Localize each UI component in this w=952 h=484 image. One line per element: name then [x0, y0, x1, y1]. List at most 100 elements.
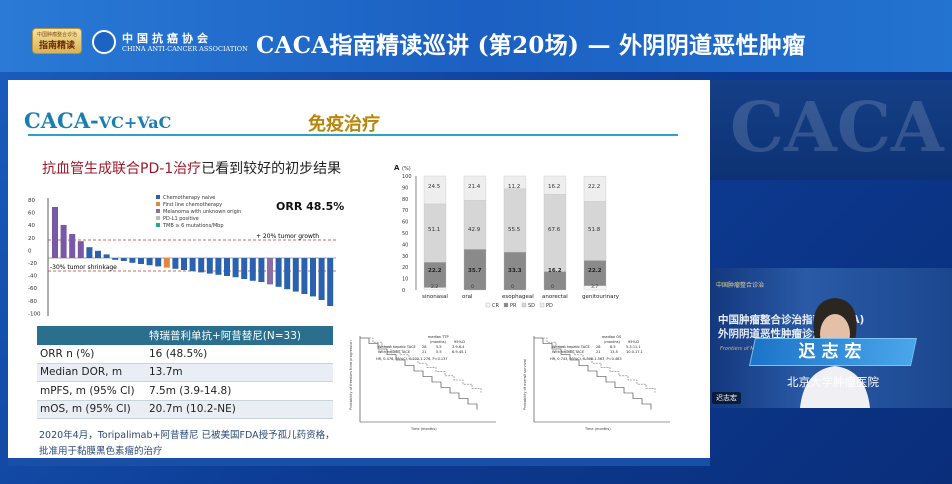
- waterfall-bar: [112, 258, 119, 260]
- waterfall-tick: -100: [28, 311, 41, 317]
- stack-segment: [423, 175, 447, 205]
- growth-line-label: + 20% tumor growth: [256, 233, 319, 240]
- category-label: anorectal: [542, 294, 568, 300]
- table-row: mOS, m (95% CI) 20.7m (10.2-NE): [37, 400, 333, 419]
- row-key: mOS, m (95% CI): [40, 403, 131, 416]
- label-sd: 67.6: [548, 227, 561, 233]
- km-cell: 13.5: [610, 350, 618, 354]
- y-tick: 60: [402, 220, 408, 226]
- km-cell: Without hepatic TACE: [378, 345, 416, 349]
- legend-label: SD: [528, 303, 535, 309]
- guide-badge: 中国肿瘤整合诊治 指南精读: [32, 28, 82, 54]
- chart-label: A: [394, 164, 400, 172]
- km-cell: 28: [596, 345, 600, 349]
- waterfall-bar: [198, 258, 205, 273]
- km-header: 95%CI: [628, 340, 639, 344]
- legend-swatch: [503, 302, 509, 308]
- waterfall-bar: [232, 258, 239, 278]
- waterfall-tick: 40: [28, 223, 35, 229]
- label-pd: 24.5: [428, 184, 441, 190]
- waterfall-tick: -40: [28, 274, 37, 280]
- legend-swatch: [485, 302, 491, 308]
- km-header: (months): [430, 340, 447, 344]
- label-pr: 22.2: [428, 268, 442, 274]
- page-title: CACA指南精读巡讲 (第20场) — 外阴阴道恶性肿瘤: [256, 32, 806, 59]
- waterfall-bar: [301, 258, 308, 294]
- waterfall-bar: [215, 258, 222, 275]
- category-label: sinonasal: [422, 294, 448, 300]
- stack-segment: [463, 175, 487, 201]
- table-header: 特瑞普利单抗+阿昔替尼(N=33): [37, 326, 333, 345]
- category-label: esophageal: [502, 294, 534, 300]
- label-cr: 0: [471, 284, 474, 290]
- km-ylabel: Probability of overall survival: [523, 359, 527, 410]
- y-tick: 40: [402, 242, 408, 248]
- org-name-cn: 中国抗癌协会: [122, 32, 212, 45]
- waterfall-bar: [224, 258, 230, 276]
- video-badge-text: 中国肿瘤整合诊治: [716, 282, 765, 289]
- legend-swatch: [539, 302, 545, 308]
- km-header: 95%CI: [454, 340, 465, 344]
- y-tick: 20: [402, 265, 408, 271]
- waterfall-bar: [181, 258, 187, 270]
- badge-line2: 指南精读: [38, 41, 75, 51]
- label-cr: 2.2: [431, 284, 438, 290]
- video-name-tag: 迟志宏: [712, 392, 741, 404]
- y-tick: 80: [402, 197, 408, 203]
- legend-swatch: [156, 209, 160, 213]
- label-pr: 16.2: [548, 268, 562, 274]
- category-label: oral: [462, 294, 473, 300]
- legend-label: TMB ≥ 6 mutations/Mbp: [162, 223, 224, 229]
- km-curve: [360, 337, 478, 410]
- y-tick: 70: [402, 208, 408, 214]
- label-pd: 21.4: [468, 184, 481, 190]
- waterfall-bar: [292, 258, 299, 292]
- slide-brand: CACA-VC+VaC: [24, 108, 172, 133]
- row-value: 13.7m: [149, 366, 183, 379]
- km-cell: With hepatic TACE: [378, 350, 410, 354]
- speaker-hospital: 北京大学肿瘤医院: [787, 375, 879, 389]
- km-cell: 5.5: [436, 345, 442, 349]
- km-cell: 6.9-45.1: [452, 350, 467, 354]
- legend-swatch: [156, 216, 160, 220]
- label-sd: 51.8: [588, 227, 601, 233]
- legend-label: Melanoma with unknown origin: [163, 209, 241, 215]
- legend-label: PR: [510, 303, 517, 309]
- stack-segment: [583, 175, 607, 202]
- km-cell: Without hepatic TACE: [552, 345, 590, 349]
- waterfall-bar: [163, 258, 170, 268]
- stack-segment: [543, 271, 567, 291]
- label-cr: 0: [511, 284, 514, 290]
- y-tick: 0: [402, 288, 405, 294]
- table-row: Median DOR, m 13.7m: [37, 363, 333, 382]
- row-value: 16 (48.5%): [149, 347, 208, 360]
- waterfall-bar: [327, 258, 334, 306]
- org-name-en: CHINA ANTI-CANCER ASSOCIATION: [122, 45, 248, 53]
- slide-bottom-bar: [8, 458, 710, 466]
- y-tick: 100: [402, 174, 412, 180]
- stack-segment: [503, 188, 527, 253]
- label-cr: 0: [551, 284, 554, 290]
- km-cell: 10.0-17.1: [626, 350, 643, 354]
- km-curve: [534, 337, 652, 410]
- y-tick: 90: [402, 185, 408, 191]
- waterfall-bar: [138, 258, 144, 264]
- waterfall-bar: [249, 258, 256, 281]
- km-header: (months): [604, 340, 621, 344]
- divider: [28, 134, 678, 136]
- km-xlabel: Time (months): [410, 427, 437, 431]
- header-banner: 中国肿瘤整合诊治 指南精读 中国抗癌协会 CHINA ANTI-CANCER A…: [0, 0, 952, 72]
- speaker-panel: CACA 中国肿瘤整合诊治 中国肿瘤整合诊治指南(CACA) 外阴阴道恶性肿瘤诊…: [710, 80, 952, 484]
- waterfall-bar: [310, 258, 316, 297]
- legend-label: PD: [546, 303, 553, 309]
- label-sd: 51.1: [428, 227, 440, 233]
- table-row: ORR n (%) 16 (48.5%): [37, 345, 333, 364]
- legend-label: First line chemotherapy: [163, 202, 222, 208]
- km-curve: [534, 337, 656, 393]
- stack-segment: [423, 203, 447, 263]
- stack-segment: [543, 175, 567, 195]
- km-xlabel: Time (months): [584, 427, 611, 431]
- label-pd: 16.2: [548, 184, 560, 190]
- y-tick: 30: [402, 254, 408, 260]
- y-tick: 10: [402, 277, 408, 283]
